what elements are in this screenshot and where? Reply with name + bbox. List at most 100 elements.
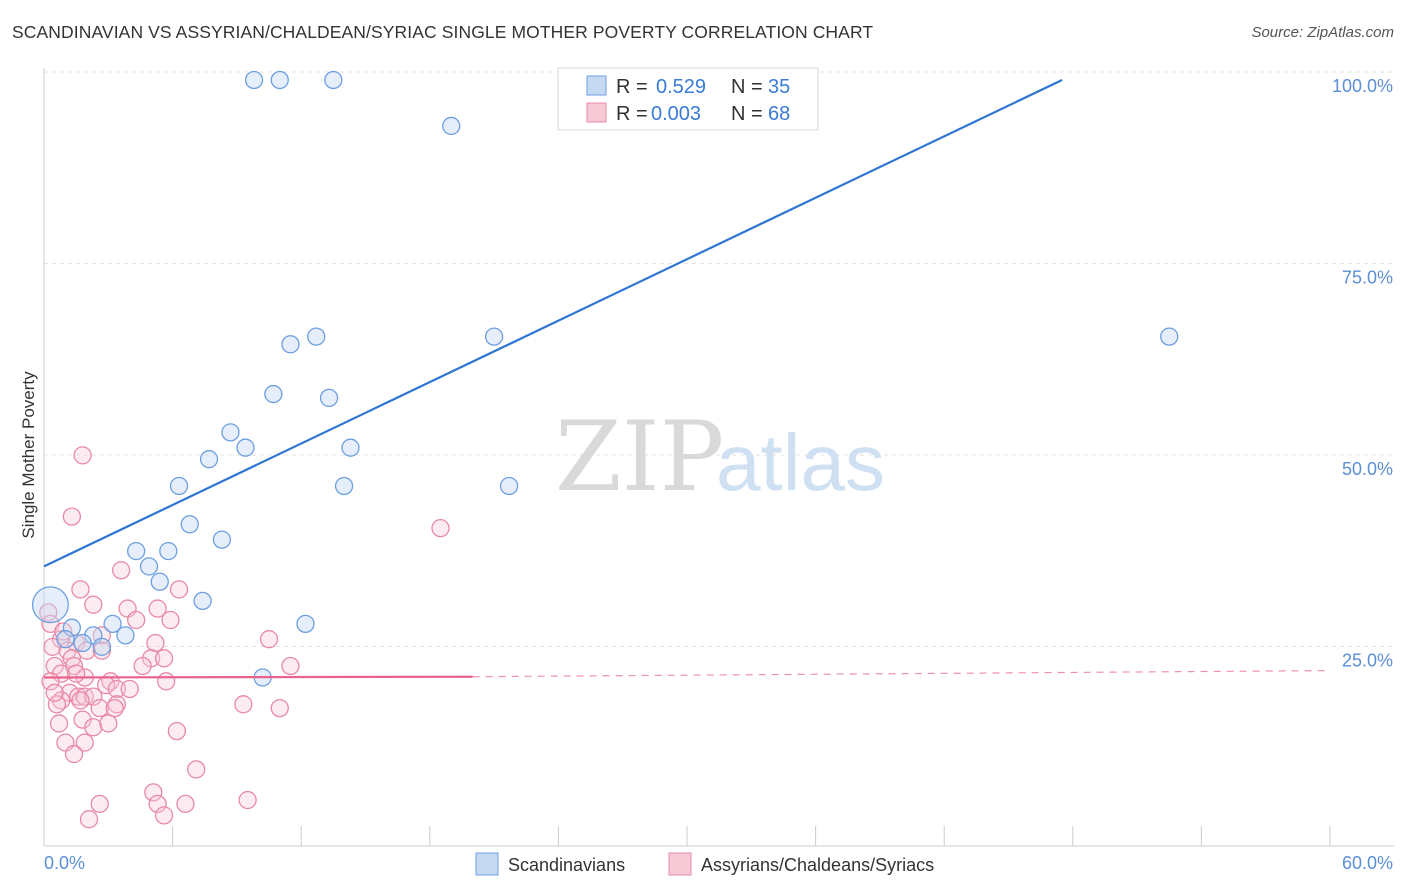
trend-line-assyrians — [43, 675, 473, 679]
assyrians-point-46 — [105, 698, 124, 718]
assyrians-point-10 — [127, 610, 146, 630]
assyrians-point-40 — [71, 691, 90, 710]
assyrians-point-4 — [71, 580, 90, 599]
assyrians-point-23 — [154, 649, 174, 668]
assyrians-point-5 — [169, 580, 189, 599]
scandinavians-point-0 — [244, 70, 264, 90]
assyrians-point-49 — [84, 718, 103, 737]
watermark-zip-text: ZIP — [555, 401, 724, 513]
scandinavians-point-34 — [103, 614, 122, 634]
scandinavians-point-8 — [1160, 327, 1179, 346]
scandinavians-point-32 — [92, 637, 112, 656]
x-tick-label-1: 60.0% — [1342, 853, 1393, 873]
scandinavians-point-7 — [484, 327, 504, 346]
legend-r-value-1: 0.529 — [656, 76, 706, 98]
assyrians-point-66 — [45, 683, 64, 702]
assyrians-point-53 — [64, 744, 84, 764]
scandinavians-point-30 — [56, 630, 75, 649]
scandinavians-point-18 — [180, 515, 199, 534]
chart-source: Source: ZipAtlas.com — [1251, 24, 1394, 41]
scandinavians-point-4 — [442, 116, 461, 136]
scandinavians-point-31 — [73, 633, 92, 653]
assyrians-point-9 — [39, 603, 58, 622]
assyrians-point-2 — [62, 507, 82, 526]
assyrians-point-48 — [49, 714, 69, 733]
scandinavians-point-21 — [159, 541, 178, 561]
scandinavians-point-5 — [281, 335, 300, 354]
scandinavians-point-25 — [296, 614, 315, 634]
watermark-atlas-text: atlas — [716, 418, 885, 507]
scandinavians-point-6 — [307, 327, 326, 346]
scandinavians-point-11 — [221, 423, 240, 442]
assyrians-point-6 — [84, 595, 103, 614]
assyrians-point-8 — [148, 599, 167, 618]
assyrians-point-44 — [270, 698, 289, 718]
scandinavians-point-12 — [236, 438, 255, 457]
legend-r-label-2: R = — [616, 103, 648, 125]
assyrians-point-0 — [73, 446, 92, 465]
legend-swatch-assyrians — [586, 102, 607, 123]
assyrians-point-57 — [176, 794, 195, 814]
assyrians-point-60 — [154, 806, 174, 825]
scandinavians-point-24 — [193, 591, 212, 611]
legend-n-value-1: 35 — [768, 76, 790, 98]
y-tick-label-0: 25.0% — [1342, 651, 1393, 671]
bottom-legend: Scandinavians Assyrians/Chaldeans/Syriac… — [475, 852, 934, 876]
scandinavians-point-22 — [139, 557, 159, 576]
scandinavians-point-26 — [31, 586, 69, 624]
assyrians-point-34 — [107, 679, 127, 699]
assyrians-point-59 — [148, 794, 167, 814]
assyrians-point-14 — [259, 630, 279, 649]
assyrians-point-41 — [47, 695, 67, 714]
assyrians-point-1 — [431, 518, 450, 538]
trend-line-scandinavians — [43, 79, 1063, 568]
bottom-legend-label-scandinavians: Scandinavians — [508, 855, 625, 875]
chart-title: SCANDINAVIAN VS ASSYRIAN/CHALDEAN/SYRIAC… — [12, 22, 874, 42]
scandinavians-point-15 — [169, 476, 189, 496]
assyrians-point-17 — [146, 633, 165, 653]
legend-n-value-2: 68 — [768, 103, 790, 125]
assyrians-point-54 — [187, 760, 206, 779]
assyrians-point-67 — [99, 714, 118, 733]
tick-labels: 25.0% 50.0% 75.0% 100.0% 0.0% 60.0% — [44, 76, 1393, 873]
scandinavians-point-1 — [270, 70, 289, 90]
grid-lines — [44, 71, 1394, 647]
assyrians-point-11 — [161, 610, 180, 630]
x-tick-label-0: 0.0% — [44, 853, 85, 873]
scandinavians-point-9 — [264, 384, 283, 404]
axes — [43, 68, 1394, 847]
assyrians-point-52 — [75, 733, 94, 752]
assyrians-point-50 — [167, 721, 187, 741]
y-tick-label-1: 50.0% — [1342, 459, 1393, 479]
assyrians-point-32 — [157, 672, 176, 691]
scandinavians-point-29 — [116, 626, 135, 645]
series-assyrians-points — [39, 446, 450, 829]
assyrians-point-3 — [112, 561, 131, 580]
trend-line-assyrians-extension — [472, 669, 1331, 678]
assyrians-point-26 — [133, 656, 152, 676]
bottom-legend-swatch-assyrians — [668, 852, 692, 876]
legend-swatch-scandinavians — [586, 75, 607, 96]
series-scandinavians-points — [31, 70, 1179, 687]
scandinavians-point-19 — [212, 530, 232, 549]
legend-n-label-1: N = — [731, 76, 763, 98]
trend-lines — [43, 79, 1331, 679]
scandinavians-point-27 — [62, 618, 82, 637]
assyrians-point-61 — [79, 810, 99, 829]
assyrians-point-55 — [144, 783, 163, 802]
watermark: ZIP atlas — [555, 401, 885, 513]
scandinavians-point-16 — [334, 476, 354, 496]
assyrians-point-45 — [90, 698, 109, 718]
scandinavians-point-14 — [199, 450, 219, 469]
legend-r-value-2: 0.003 — [651, 103, 701, 125]
bottom-legend-label-assyrians: Assyrians/Chaldeans/Syriacs — [701, 855, 934, 875]
scandinavians-point-13 — [341, 438, 360, 457]
assyrians-point-58 — [238, 790, 257, 810]
assyrians-point-43 — [234, 695, 253, 714]
y-axis-label: Single Mother Poverty — [19, 371, 38, 539]
bottom-legend-swatch-scandinavians — [475, 852, 499, 876]
scandinavians-point-10 — [319, 388, 339, 408]
scandinavians-point-20 — [127, 541, 146, 561]
assyrians-point-65 — [67, 664, 86, 683]
